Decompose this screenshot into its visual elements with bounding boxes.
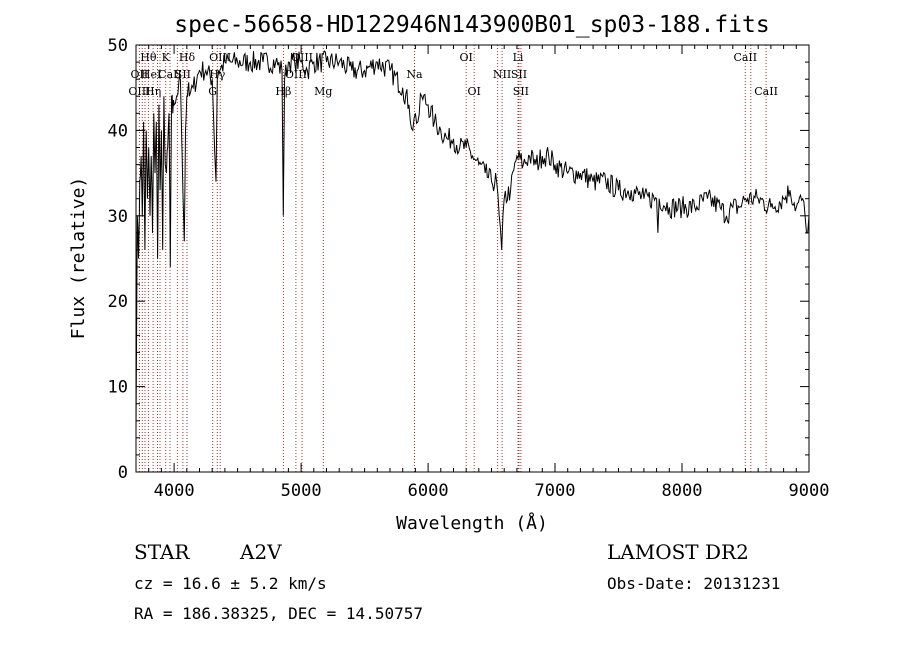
x-tick-label: 5000 <box>281 481 322 501</box>
line-label: Hθ <box>140 51 157 64</box>
line-label: Li <box>513 51 524 64</box>
x-axis-label: Wavelength (Å) <box>396 512 548 534</box>
line-label: SII <box>511 68 527 81</box>
y-tick-label: 20 <box>108 292 128 312</box>
line-label: NII <box>493 68 511 81</box>
x-tick-label: 4000 <box>154 481 195 501</box>
y-tick-label: 40 <box>108 121 128 141</box>
y-tick-label: 50 <box>108 36 128 56</box>
spectral-line-markers <box>138 45 767 472</box>
line-label: CaII <box>754 85 778 98</box>
line-label: OIII <box>128 85 150 98</box>
object-subclass: A2V <box>239 540 282 564</box>
obs-date-text: Obs-Date: 20131231 <box>607 574 780 593</box>
chart-title: spec-56658-HD122946N143900B01_sp03-188.f… <box>174 12 769 38</box>
survey-name: LAMOST DR2 <box>607 540 749 564</box>
y-tick-label: 0 <box>118 463 128 483</box>
line-label: Hδ <box>179 51 196 64</box>
x-axis-ticks: 4000 5000 6000 7000 8000 9000 <box>148 45 830 501</box>
x-tick-label: 9000 <box>789 481 830 501</box>
line-label: HeI <box>141 68 161 81</box>
line-label: CaII <box>733 51 757 64</box>
redshift-text: cz = 16.6 ± 5.2 km/s <box>134 574 327 593</box>
line-label: Hη <box>145 85 161 98</box>
line-label: OII <box>131 68 149 81</box>
line-label: OI <box>468 85 481 98</box>
line-label: K <box>162 51 171 64</box>
line-label: Hγ <box>209 68 226 81</box>
line-label: Na <box>406 68 423 81</box>
y-axis-ticks: 0 10 20 30 40 50 <box>108 36 809 483</box>
line-label: OI <box>460 51 473 64</box>
y-tick-label: 30 <box>108 207 128 227</box>
line-label: SII <box>513 85 529 98</box>
spectrum-series-line <box>135 50 810 430</box>
line-label: Hβ <box>275 85 291 98</box>
line-label: CaII <box>158 68 182 81</box>
coordinates-text: RA = 186.38325, DEC = 14.50757 <box>134 604 423 623</box>
x-tick-label: 7000 <box>535 481 576 501</box>
x-tick-label: 6000 <box>408 481 449 501</box>
y-tick-label: 10 <box>108 378 128 398</box>
plot-frame <box>135 44 810 473</box>
object-class: STAR <box>134 540 190 564</box>
line-label: SII <box>175 68 191 81</box>
line-label: Mg <box>314 85 332 98</box>
x-tick-label: 8000 <box>662 481 703 501</box>
y-axis-label: Flux (relative) <box>68 177 89 340</box>
